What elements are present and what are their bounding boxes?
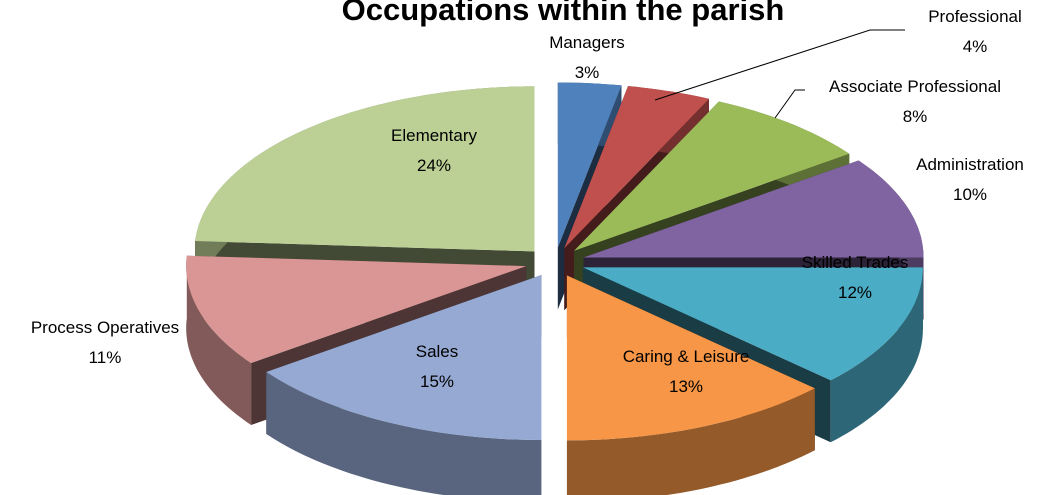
slice-wall <box>830 267 923 443</box>
slice-label: Elementary <box>391 126 477 145</box>
chart-title: Occupations within the parish <box>342 0 785 27</box>
leader-line <box>774 89 805 119</box>
slice-label: Sales <box>416 342 459 361</box>
slice-top <box>583 160 924 258</box>
slice <box>266 275 542 495</box>
slice-wall <box>186 255 252 425</box>
slice-top <box>186 255 527 363</box>
slice-label: Professional <box>928 7 1022 26</box>
slice-top <box>557 82 622 248</box>
slice-value: 13% <box>669 377 703 396</box>
slice-label: Caring & Leisure <box>623 347 750 366</box>
pie <box>186 82 924 495</box>
slice-value: 11% <box>89 348 122 367</box>
slice-top <box>582 267 923 381</box>
slice-top <box>266 275 542 440</box>
slice-wall <box>566 388 815 495</box>
slice-value: 10% <box>953 185 987 204</box>
slice-value: 24% <box>417 156 451 175</box>
slice-label: Managers <box>549 33 625 52</box>
slice-label: Associate Professional <box>829 77 1001 96</box>
slice-top <box>564 86 709 249</box>
slice-value: 3% <box>575 63 600 82</box>
slice-top <box>574 101 850 251</box>
slice-value: 8% <box>903 107 928 126</box>
slice <box>566 275 815 495</box>
slice-top <box>566 275 815 441</box>
slice-value: 12% <box>838 283 872 302</box>
slice-wall <box>266 372 542 495</box>
slice-label: Process Operatives <box>31 318 179 337</box>
slice-label: Skilled Trades <box>802 253 909 272</box>
slice-value: 4% <box>963 37 988 56</box>
leader-line <box>654 29 905 101</box>
slice-top <box>195 86 535 252</box>
slice-value: 15% <box>420 372 454 391</box>
slice-label: Administration <box>916 155 1024 174</box>
